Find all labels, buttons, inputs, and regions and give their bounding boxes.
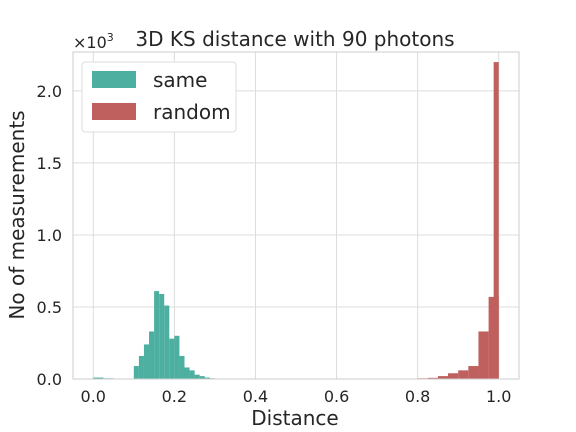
series-random [408, 62, 499, 379]
bar-random [468, 366, 478, 379]
y-axis-label: No of measurements [5, 110, 29, 319]
bar-same [159, 294, 164, 379]
x-tick-label: 0.6 [324, 387, 349, 406]
y-multiplier: ×103 [73, 31, 114, 52]
bar-same [149, 331, 154, 379]
legend-swatch-random [92, 103, 136, 120]
y-tick-label: 0.5 [37, 298, 62, 317]
y-tick-label: 1.0 [37, 226, 62, 245]
y-tick-label: 2.0 [37, 82, 62, 101]
legend: same random [82, 62, 236, 132]
x-tick-label: 0.0 [81, 387, 106, 406]
bar-random [448, 373, 458, 379]
x-axis-label: Distance [251, 406, 338, 430]
bar-same [134, 366, 139, 379]
legend-swatch-same [92, 71, 136, 88]
x-tick-label: 0.8 [405, 387, 430, 406]
chart-title: 3D KS distance with 90 photons [135, 27, 454, 51]
y-multiplier-base: ×10 [73, 33, 107, 52]
y-tick-label: 0.0 [37, 370, 62, 389]
x-tick-labels: 0.0 0.2 0.4 0.6 0.8 1.0 [81, 387, 512, 406]
bar-same [164, 306, 169, 379]
bar-same [195, 375, 200, 379]
legend-label-random: random [153, 100, 231, 124]
x-tick-label: 0.2 [162, 387, 187, 406]
x-tick-label: 1.0 [486, 387, 511, 406]
bar-same [179, 356, 184, 379]
bar-random [478, 331, 488, 379]
series-same [93, 291, 215, 379]
bar-same [154, 291, 159, 379]
y-tick-label: 1.5 [37, 154, 62, 173]
bar-same [169, 339, 174, 379]
x-tick-label: 0.4 [243, 387, 268, 406]
bar-same [174, 336, 179, 379]
bar-same [185, 367, 190, 379]
y-multiplier-exponent: 3 [107, 31, 114, 44]
bar-random [494, 62, 499, 379]
legend-label-same: same [153, 68, 207, 92]
bar-same [144, 344, 149, 379]
bar-same [190, 370, 195, 379]
bar-same [139, 356, 144, 379]
bar-random [458, 370, 468, 379]
y-tick-labels: 0.0 0.5 1.0 1.5 2.0 [37, 82, 62, 389]
